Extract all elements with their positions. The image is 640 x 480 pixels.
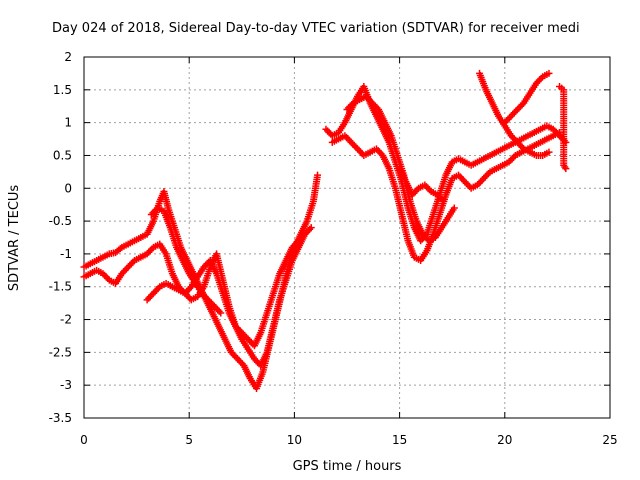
y-tick-label: 1 — [64, 116, 72, 130]
data-series — [476, 69, 553, 159]
x-tick-label: 10 — [287, 433, 302, 447]
data-point — [440, 197, 448, 205]
data-point — [545, 148, 553, 156]
x-tick-label: 15 — [392, 433, 407, 447]
y-axis-label: SDTVAR / TECUs — [7, 185, 22, 292]
data-series — [328, 128, 564, 264]
data-point — [314, 171, 322, 179]
y-tick-label: 0 — [64, 181, 72, 195]
data-series — [80, 224, 315, 369]
y-tick-label: -2.5 — [49, 345, 72, 359]
plot-frame — [83, 56, 611, 419]
y-tick-label: 1.5 — [53, 83, 72, 97]
y-tick-label: -0.5 — [49, 214, 72, 228]
data-point — [545, 69, 553, 77]
x-tick-label: 0 — [80, 433, 88, 447]
y-tick-label: 2 — [64, 50, 72, 64]
data-point — [307, 224, 315, 232]
data-point — [295, 237, 303, 245]
data-point — [450, 204, 458, 212]
data-series — [147, 204, 225, 317]
data-point — [116, 245, 124, 253]
y-tick-label: -3.5 — [49, 411, 72, 425]
y-tick-label: -1.5 — [49, 280, 72, 294]
data-points — [80, 69, 570, 392]
grid — [84, 57, 610, 418]
y-tick-label: 0.5 — [53, 148, 72, 162]
x-axis: 0 5 10 15 20 25 — [80, 57, 618, 447]
x-tick-label: 25 — [602, 433, 617, 447]
x-tick-label: 20 — [497, 433, 512, 447]
data-series — [501, 69, 553, 127]
x-tick-label: 5 — [185, 433, 193, 447]
data-point — [562, 165, 570, 173]
data-point — [561, 163, 569, 171]
chart-title: Day 024 of 2018, Sidereal Day-to-day VTE… — [52, 21, 580, 36]
y-tick-label: -3 — [60, 378, 72, 392]
data-series — [143, 237, 303, 350]
x-axis-label: GPS time / hours — [293, 459, 402, 474]
y-tick-label: -2 — [60, 313, 72, 327]
data-series — [396, 165, 448, 205]
y-tick-label: -1 — [60, 247, 72, 261]
data-series — [556, 83, 570, 173]
y-axis: -3.5 -3 -2.5 -2 -1.5 -1 -0.5 0 0.5 1 1.5 2 — [49, 50, 610, 425]
data-point — [217, 309, 225, 317]
